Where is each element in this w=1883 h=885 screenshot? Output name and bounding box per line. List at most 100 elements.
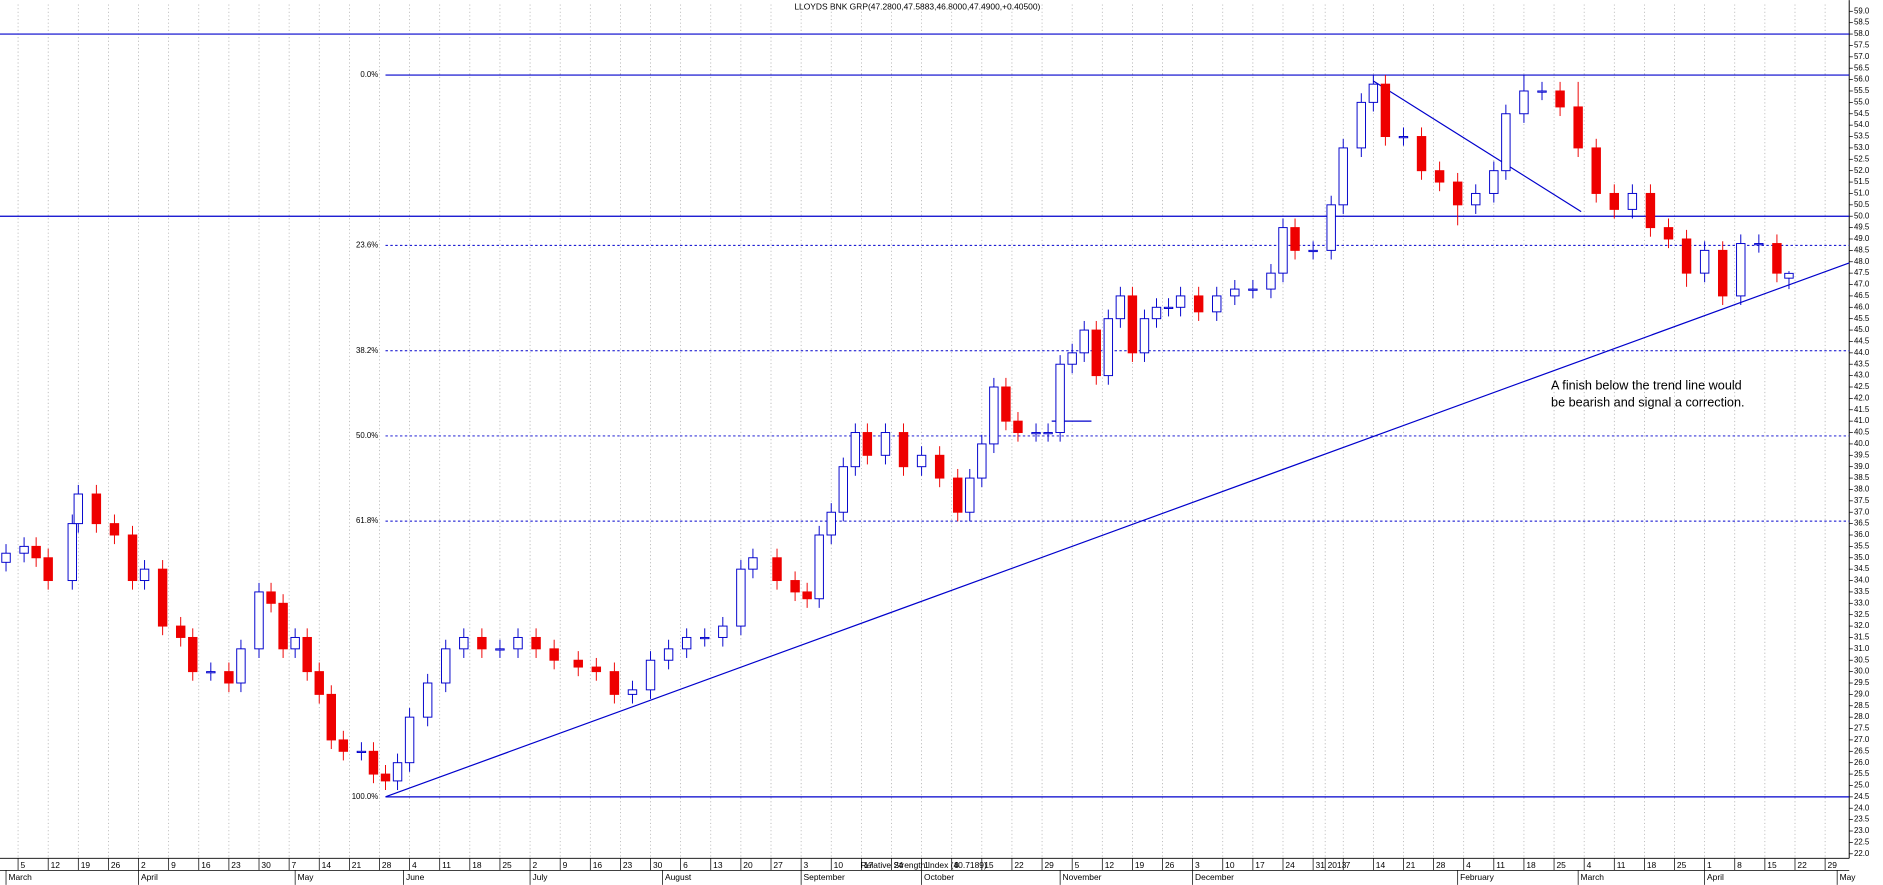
candle-body: [1230, 288, 1240, 297]
x-tick-label: 4: [1587, 860, 1592, 870]
x-tick-label: 29: [1828, 860, 1838, 870]
candle-body: [224, 671, 234, 684]
candle-body: [290, 636, 300, 650]
y-tick-label: 34.0: [1854, 576, 1870, 585]
candle-body: [1519, 90, 1529, 115]
candle-body: [1591, 147, 1601, 194]
y-tick-label: 28.0: [1854, 712, 1870, 721]
y-tick-label: 26.5: [1854, 746, 1870, 755]
month-label: September: [804, 872, 845, 882]
x-tick-label: 25: [1677, 860, 1687, 870]
candle-body: [1163, 306, 1174, 309]
y-tick-label: 52.5: [1854, 154, 1870, 163]
y-tick-label: 35.5: [1854, 541, 1870, 550]
fib-label: 0.0%: [360, 70, 378, 79]
candle-body: [1573, 106, 1583, 149]
x-tick-label: 15: [1767, 860, 1777, 870]
x-tick-label: 23: [231, 860, 241, 870]
x-tick-label: 11: [442, 860, 451, 870]
annotation: be bearish and signal a correction.: [1551, 396, 1744, 410]
y-tick-label: 29.5: [1854, 678, 1870, 687]
x-tick-label: 6: [683, 860, 688, 870]
annotation: A finish below the trend line would: [1551, 379, 1742, 393]
candle-body: [1079, 329, 1089, 354]
candle-body: [1139, 318, 1150, 354]
x-tick-label: 7: [1346, 860, 1351, 870]
x-tick-label: 16: [201, 860, 211, 870]
y-tick-label: 39.5: [1854, 450, 1870, 459]
y-tick-label: 42.0: [1854, 393, 1870, 402]
candle-body: [459, 636, 469, 650]
candle-body: [1681, 238, 1692, 274]
candle-body: [1736, 243, 1746, 297]
y-tick-label: 44.0: [1854, 348, 1870, 357]
y-tick-label: 43.0: [1854, 371, 1870, 380]
month-label: April: [1707, 872, 1724, 882]
x-tick-label: 1: [1707, 860, 1712, 870]
y-tick-label: 29.0: [1854, 689, 1870, 698]
y-tick-label: 24.0: [1854, 803, 1870, 812]
x-tick-label: 23: [623, 860, 633, 870]
y-tick-label: 54.0: [1854, 120, 1870, 129]
candle-body: [1248, 288, 1258, 291]
candle-body: [513, 636, 523, 650]
fib-label: 23.6%: [356, 240, 378, 249]
candle-body: [1537, 90, 1547, 93]
x-tick-label: 4: [412, 860, 417, 870]
y-tick-label: 32.5: [1854, 610, 1870, 619]
x-tick-label: 25: [1556, 860, 1566, 870]
x-tick-label: 21: [1406, 860, 1416, 870]
candle-body: [663, 648, 674, 661]
x-tick-label: 30: [261, 860, 271, 870]
y-tick-label: 57.0: [1854, 52, 1870, 61]
y-tick-label: 56.5: [1854, 63, 1870, 72]
x-tick-label: 5: [20, 860, 25, 870]
candle-body: [1501, 113, 1511, 172]
x-tick-label: 18: [472, 860, 482, 870]
y-tick-label: 23.0: [1854, 826, 1870, 835]
candle-body: [356, 750, 367, 754]
candle-body: [1115, 295, 1126, 320]
candle-body: [422, 682, 433, 718]
candle-body: [1380, 83, 1391, 138]
y-tick-label: 31.5: [1854, 633, 1870, 642]
y-tick-label: 35.0: [1854, 553, 1870, 562]
candle-body: [91, 493, 102, 525]
month-label: June: [406, 872, 425, 882]
y-tick-label: 46.0: [1854, 302, 1870, 311]
x-tick-label: 11: [1617, 860, 1626, 870]
y-tick-label: 25.5: [1854, 769, 1870, 778]
x-tick-label: 11: [1496, 860, 1505, 870]
y-tick-label: 28.5: [1854, 701, 1870, 710]
y-tick-label: 24.5: [1854, 792, 1870, 801]
x-tick-label: 1: [924, 860, 929, 870]
candle-body: [736, 568, 746, 627]
y-tick-label: 41.0: [1854, 416, 1870, 425]
candle-body: [1, 552, 11, 563]
candle-body: [850, 432, 861, 468]
candle-body: [236, 648, 246, 684]
x-tick-label: 8: [1737, 860, 1742, 870]
x-tick-label: 19: [1135, 860, 1145, 870]
x-tick-label: 12: [51, 860, 61, 870]
x-tick-label: 20: [743, 860, 753, 870]
candle-body: [627, 689, 638, 695]
candle-body: [748, 557, 758, 570]
fib-label: 38.2%: [356, 346, 378, 355]
candle-body: [139, 568, 150, 582]
candle-body: [826, 511, 836, 536]
x-tick-label: 8: [954, 860, 959, 870]
candle-body: [880, 432, 891, 456]
candle-body: [1368, 83, 1379, 103]
candle-body: [1754, 243, 1764, 246]
candle-body: [609, 671, 620, 695]
y-tick-label: 45.5: [1854, 314, 1870, 323]
x-tick-label: 9: [171, 860, 176, 870]
candle-body: [1055, 363, 1065, 434]
candle-body: [368, 750, 379, 775]
candle-body: [1434, 170, 1445, 183]
y-tick-label: 52.0: [1854, 166, 1870, 175]
y-tick-label: 46.5: [1854, 291, 1870, 300]
candle-body: [477, 636, 487, 650]
candle-body: [31, 545, 41, 559]
